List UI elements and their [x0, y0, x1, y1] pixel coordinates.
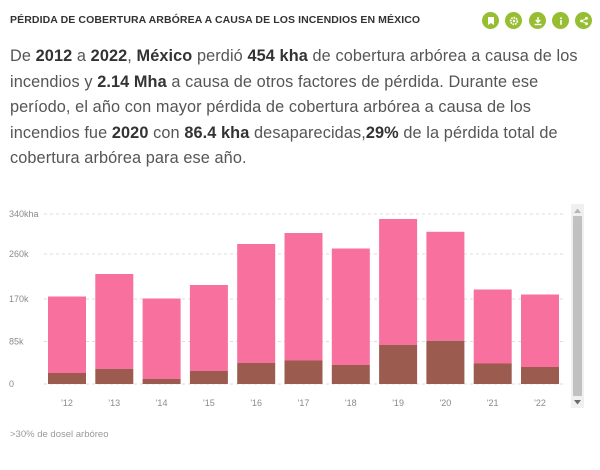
- download-button[interactable]: [529, 12, 546, 29]
- info-button[interactable]: [552, 12, 569, 29]
- y-tick-label: 340kha: [9, 209, 39, 219]
- bar-fire-loss: [521, 367, 559, 384]
- share-button[interactable]: [575, 12, 592, 29]
- y-tick-label: 0: [9, 379, 14, 389]
- end-year: 2022: [90, 47, 128, 65]
- scroll-thumb[interactable]: [573, 216, 582, 396]
- download-icon: [534, 16, 541, 25]
- widget-header: PÉRDIDA DE COBERTURA ARBÓREA A CAUSA DE …: [10, 6, 592, 36]
- bar-other-loss: [189, 285, 228, 371]
- share-icon: [579, 16, 588, 25]
- canopy-footnote: >30% de dosel arbóreo: [10, 429, 109, 440]
- bar-fire-loss: [142, 379, 181, 384]
- bar-other-loss: [95, 274, 134, 369]
- bar-other-loss: [284, 233, 323, 361]
- peak-percent: 29%: [365, 123, 399, 142]
- y-tick-label: 260k: [9, 249, 29, 259]
- chart-scrollbar[interactable]: [571, 204, 584, 408]
- x-tick-label: '15: [203, 398, 215, 408]
- bar-fire-loss: [48, 373, 86, 384]
- bar-other-loss: [48, 296, 86, 373]
- bar-fire-loss: [473, 363, 512, 384]
- y-tick-label: 170k: [9, 294, 29, 304]
- bar-other-loss: [142, 298, 181, 379]
- gear-icon: [509, 16, 518, 25]
- x-tick-label: '20: [440, 398, 452, 408]
- x-tick-label: '22: [534, 398, 546, 408]
- x-tick-label: '17: [298, 398, 310, 408]
- bar-fire-loss: [237, 363, 276, 384]
- x-tick-label: '14: [156, 398, 168, 408]
- other-loss-value: 2.14 Mha: [97, 72, 167, 91]
- scroll-up-icon[interactable]: [571, 204, 584, 216]
- summary-text: De 2012 a 2022, México perdió 454 kha de…: [10, 47, 578, 167]
- x-tick-label: '21: [487, 398, 499, 408]
- x-tick-label: '18: [345, 398, 357, 408]
- info-icon: [559, 16, 562, 25]
- bookmark-icon: [487, 16, 494, 25]
- bar-fire-loss: [379, 345, 418, 384]
- bar-fire-loss: [189, 371, 228, 384]
- x-tick-label: '12: [61, 398, 73, 408]
- x-tick-label: '19: [392, 398, 404, 408]
- x-tick-label: '16: [250, 398, 262, 408]
- bar-fire-loss: [284, 360, 323, 384]
- bar-fire-loss: [426, 340, 465, 384]
- widget-title: PÉRDIDA DE COBERTURA ARBÓREA A CAUSA DE …: [10, 14, 421, 26]
- start-year: 2012: [35, 47, 73, 65]
- bookmark-button[interactable]: [482, 12, 499, 29]
- y-tick-label: 85k: [9, 337, 24, 347]
- settings-button[interactable]: [505, 12, 522, 29]
- bar-other-loss: [237, 244, 276, 363]
- bar-other-loss: [521, 294, 559, 367]
- bar-fire-loss: [95, 369, 134, 384]
- bar-other-loss: [379, 219, 418, 345]
- bar-other-loss: [473, 289, 512, 364]
- bar-other-loss: [331, 248, 370, 365]
- bar-fire-loss: [331, 365, 370, 384]
- x-tick-label: '13: [108, 398, 120, 408]
- country-name: México: [136, 47, 193, 65]
- peak-year: 2020: [111, 123, 149, 142]
- scroll-down-icon[interactable]: [571, 396, 584, 408]
- peak-loss-value: 86.4 kha: [184, 123, 250, 142]
- loss-bar-chart: 0 85k 170k 260k 340kha '12 '13 '14 '15 '16 '17 '18 '…: [9, 209, 565, 408]
- fire-loss-value: 454 kha: [247, 47, 308, 65]
- bar-other-loss: [426, 231, 465, 341]
